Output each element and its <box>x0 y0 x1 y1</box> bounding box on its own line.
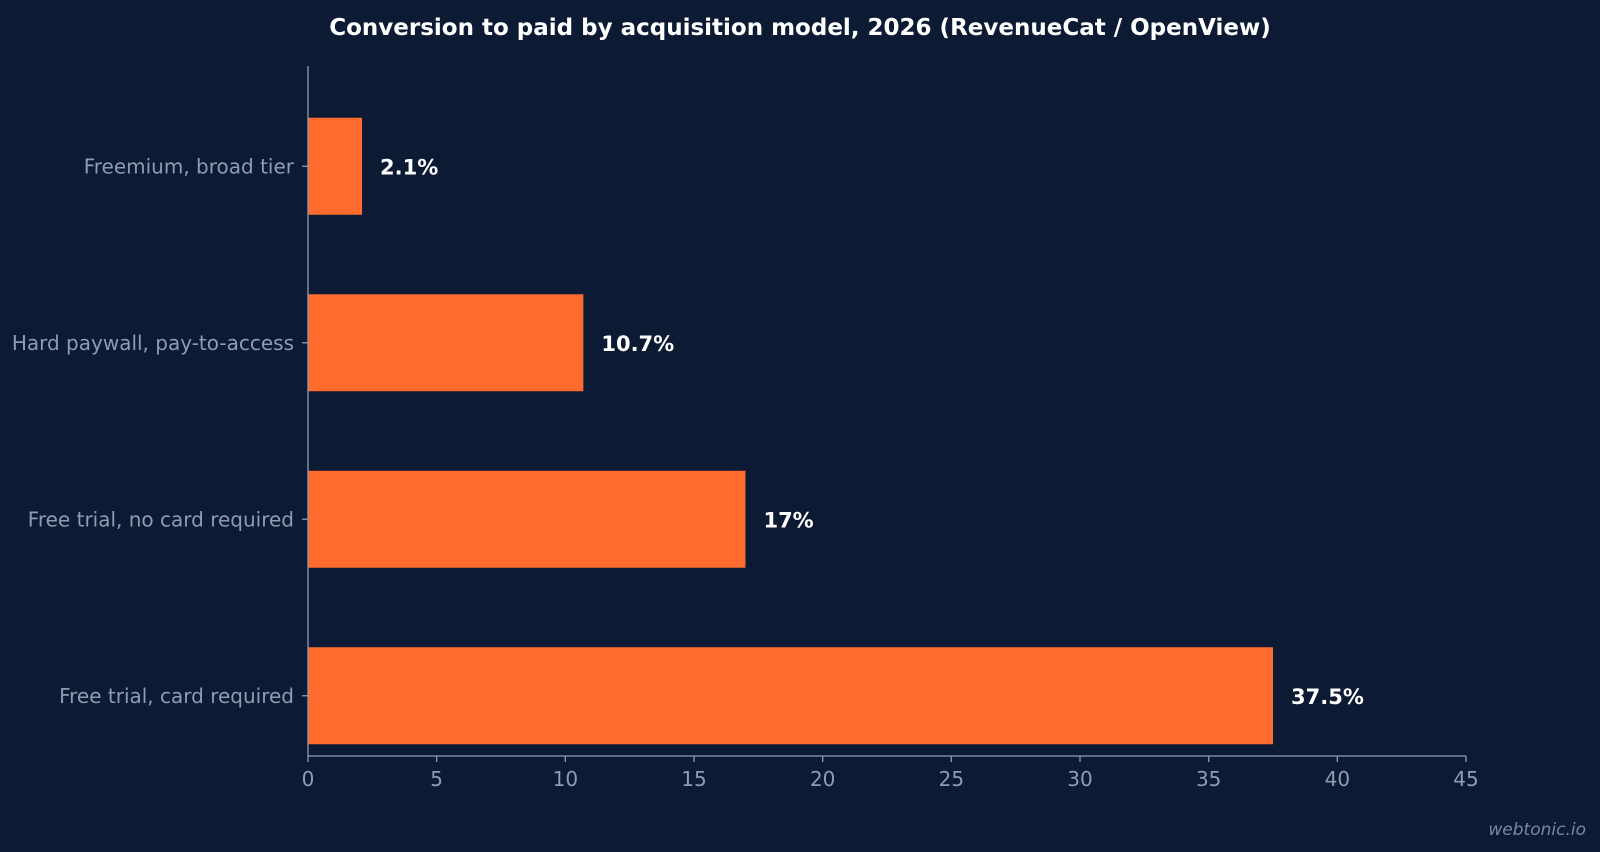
x-tick-label-25: 25 <box>939 767 964 791</box>
bars-group: 2.1% 10.7% 17% 37.5% <box>308 117 1364 745</box>
x-tick-label-35: 35 <box>1196 767 1221 791</box>
data-label-3: 17% <box>763 508 813 532</box>
x-axis: 0 5 10 15 20 25 30 35 40 45 <box>302 755 1479 791</box>
bar-2 <box>308 294 584 392</box>
data-label-2: 10.7% <box>601 332 674 356</box>
bar-4 <box>308 647 1273 745</box>
category-label-1: Freemium, broad tier <box>84 154 295 178</box>
category-label-2: Hard paywall, pay-to-access <box>12 331 294 355</box>
x-tick-label-10: 10 <box>553 767 578 791</box>
category-label-4: Free trial, card required <box>59 684 294 708</box>
x-tick-label-30: 30 <box>1067 767 1092 791</box>
chart-title: Conversion to paid by acquisition model,… <box>329 15 1271 41</box>
bar-1 <box>308 117 363 215</box>
data-label-4: 37.5% <box>1291 685 1364 709</box>
x-tick-label-20: 20 <box>810 767 835 791</box>
category-label-3: Free trial, no card required <box>28 507 294 531</box>
x-tick-label-5: 5 <box>430 767 443 791</box>
x-tick-label-0: 0 <box>302 767 315 791</box>
data-label-1: 2.1% <box>380 155 438 179</box>
y-axis: Freemium, broad tier Hard paywall, pay-to… <box>12 66 309 756</box>
x-tick-label-15: 15 <box>681 767 706 791</box>
x-tick-label-45: 45 <box>1453 767 1478 791</box>
watermark: webtonic.io <box>1488 820 1586 840</box>
bar-3 <box>308 470 746 568</box>
x-tick-label-40: 40 <box>1325 767 1350 791</box>
